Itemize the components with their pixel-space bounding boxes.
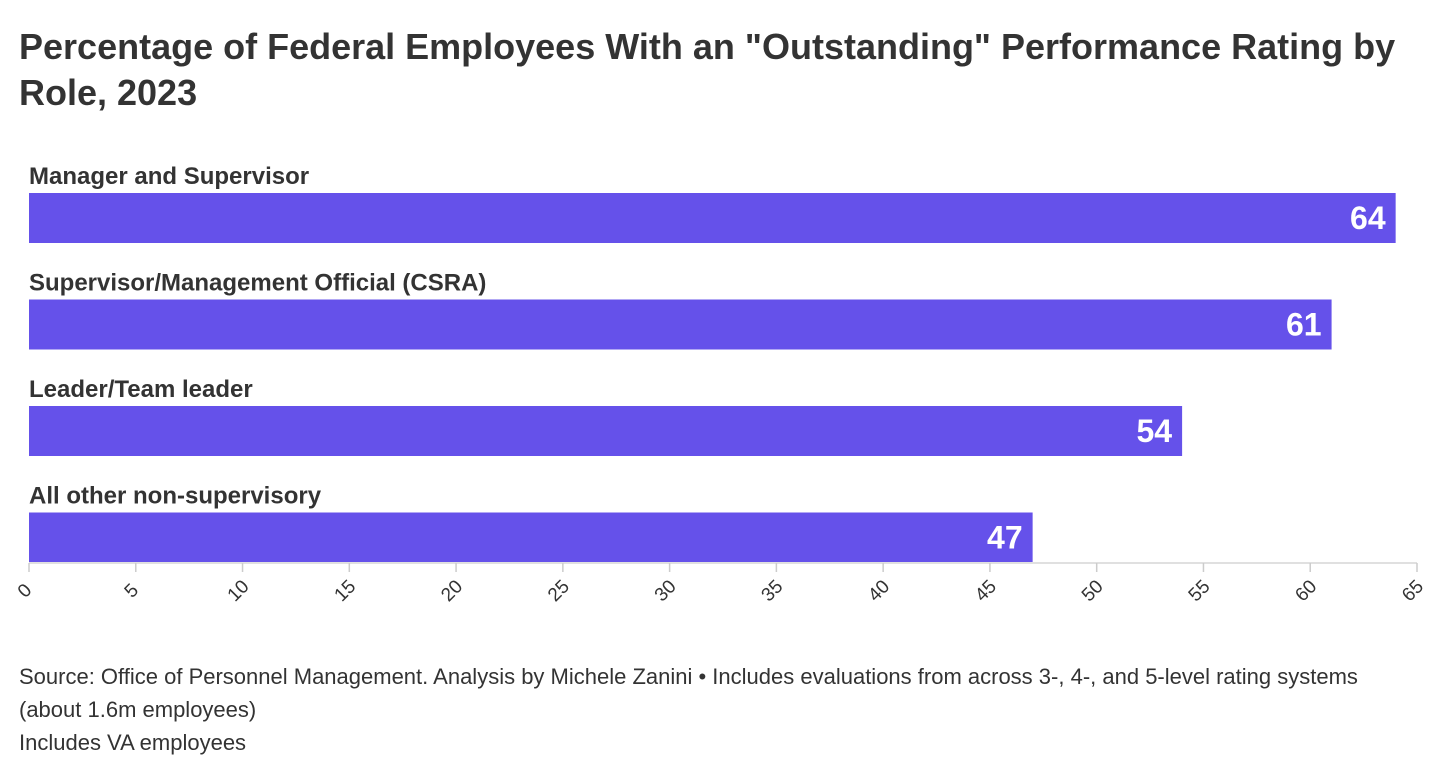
x-tick-label-20: 20 <box>437 576 467 606</box>
data-label-manager-and-supervisor: 64 <box>1350 200 1386 236</box>
chart-footer: Source: Office of Personnel Management. … <box>19 660 1419 759</box>
x-tick-label-40: 40 <box>864 576 894 606</box>
x-tick-label-35: 35 <box>758 576 788 606</box>
x-tick-label-30: 30 <box>651 576 681 606</box>
x-tick-label-50: 50 <box>1078 576 1108 606</box>
bar-supervisor-management-official-csra <box>29 299 1332 350</box>
data-label-all-other-non-supervisory: 47 <box>987 520 1023 556</box>
category-label-manager-and-supervisor: Manager and Supervisor <box>29 163 309 190</box>
category-label-leader-team-leader: Leader/Team leader <box>29 376 253 403</box>
x-tick-label-45: 45 <box>971 576 1001 606</box>
bar-chart: Manager and Supervisor 64 Supervisor/Manag… <box>14 163 1428 606</box>
source-note: Source: Office of Personnel Management. … <box>19 664 1358 722</box>
x-tick-label-60: 60 <box>1291 576 1321 606</box>
bar-leader-team-leader <box>29 406 1183 456</box>
bar-manager-and-supervisor <box>29 193 1396 243</box>
x-tick-label-0: 0 <box>14 580 36 602</box>
data-label-supervisor-management-official-csra: 61 <box>1286 307 1322 343</box>
x-tick-label-10: 10 <box>224 576 254 606</box>
data-label-leader-team-leader: 54 <box>1137 413 1173 449</box>
x-tick-label-5: 5 <box>121 580 143 602</box>
x-tick-label-25: 25 <box>544 576 574 606</box>
category-label-supervisor-management-official-csra: Supervisor/Management Official (CSRA) <box>29 270 486 297</box>
bar-all-other-non-supervisory <box>29 512 1033 563</box>
x-tick-label-15: 15 <box>331 576 361 606</box>
category-label-all-other-non-supervisory: All other non-supervisory <box>29 483 322 510</box>
x-tick-label-65: 65 <box>1398 576 1428 606</box>
extra-note: Includes VA employees <box>19 730 247 755</box>
chart-title: Percentage of Federal Employees With an … <box>19 26 1396 113</box>
x-tick-label-55: 55 <box>1185 576 1215 606</box>
